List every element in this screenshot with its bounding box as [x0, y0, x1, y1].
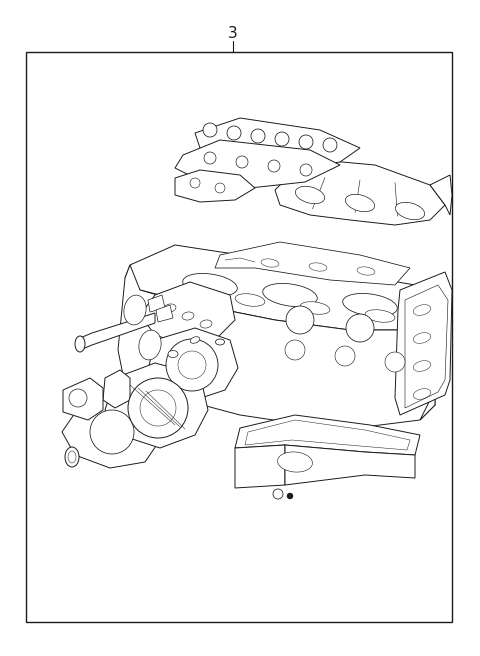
Ellipse shape: [300, 302, 330, 314]
Circle shape: [69, 389, 87, 407]
Ellipse shape: [75, 336, 85, 352]
Circle shape: [385, 352, 405, 372]
Circle shape: [166, 339, 218, 391]
Ellipse shape: [235, 294, 265, 306]
Circle shape: [190, 178, 200, 188]
Text: 3: 3: [228, 26, 238, 41]
Circle shape: [275, 132, 289, 146]
Ellipse shape: [413, 304, 431, 316]
Ellipse shape: [190, 337, 200, 343]
Polygon shape: [148, 328, 238, 400]
Ellipse shape: [396, 202, 425, 220]
Ellipse shape: [346, 194, 374, 212]
Circle shape: [140, 390, 176, 426]
Polygon shape: [285, 445, 415, 485]
Circle shape: [178, 351, 206, 379]
Ellipse shape: [343, 293, 397, 317]
Circle shape: [323, 138, 337, 152]
Circle shape: [227, 126, 241, 140]
Polygon shape: [105, 363, 208, 448]
Ellipse shape: [309, 263, 327, 271]
Circle shape: [128, 378, 188, 438]
Circle shape: [346, 314, 374, 342]
Ellipse shape: [168, 350, 178, 358]
Ellipse shape: [164, 304, 176, 312]
Ellipse shape: [413, 388, 431, 400]
Ellipse shape: [216, 339, 225, 345]
Bar: [26, 52, 452, 622]
Circle shape: [236, 156, 248, 168]
Polygon shape: [175, 170, 255, 202]
Polygon shape: [275, 160, 445, 225]
Polygon shape: [63, 378, 103, 420]
Ellipse shape: [200, 320, 212, 328]
Circle shape: [287, 493, 293, 499]
Ellipse shape: [413, 333, 431, 343]
Circle shape: [286, 306, 314, 334]
Polygon shape: [395, 272, 452, 415]
Ellipse shape: [182, 312, 194, 320]
Circle shape: [300, 164, 312, 176]
Circle shape: [204, 152, 216, 164]
Polygon shape: [175, 140, 340, 188]
Circle shape: [215, 183, 225, 193]
Ellipse shape: [295, 186, 324, 203]
Ellipse shape: [277, 452, 312, 472]
Polygon shape: [118, 265, 175, 400]
Circle shape: [299, 135, 313, 149]
Circle shape: [268, 160, 280, 172]
Polygon shape: [125, 245, 440, 330]
Ellipse shape: [261, 259, 279, 267]
Ellipse shape: [263, 283, 317, 306]
Polygon shape: [156, 305, 173, 322]
Circle shape: [273, 489, 283, 499]
Polygon shape: [195, 118, 360, 168]
Polygon shape: [80, 313, 155, 350]
Ellipse shape: [183, 274, 237, 297]
Circle shape: [285, 340, 305, 360]
Polygon shape: [235, 445, 285, 488]
Ellipse shape: [124, 295, 146, 325]
Polygon shape: [215, 242, 410, 285]
Polygon shape: [145, 300, 435, 430]
Ellipse shape: [413, 361, 431, 371]
Circle shape: [335, 346, 355, 366]
Ellipse shape: [68, 451, 76, 463]
Polygon shape: [235, 415, 420, 455]
Ellipse shape: [65, 447, 79, 467]
Circle shape: [251, 129, 265, 143]
Ellipse shape: [357, 267, 375, 275]
Polygon shape: [430, 175, 452, 215]
Polygon shape: [140, 282, 235, 345]
Ellipse shape: [365, 310, 395, 322]
Circle shape: [90, 410, 134, 454]
Polygon shape: [148, 295, 165, 312]
Polygon shape: [415, 285, 440, 420]
Circle shape: [203, 123, 217, 137]
Polygon shape: [62, 395, 160, 468]
Polygon shape: [103, 370, 130, 408]
Ellipse shape: [139, 330, 161, 360]
